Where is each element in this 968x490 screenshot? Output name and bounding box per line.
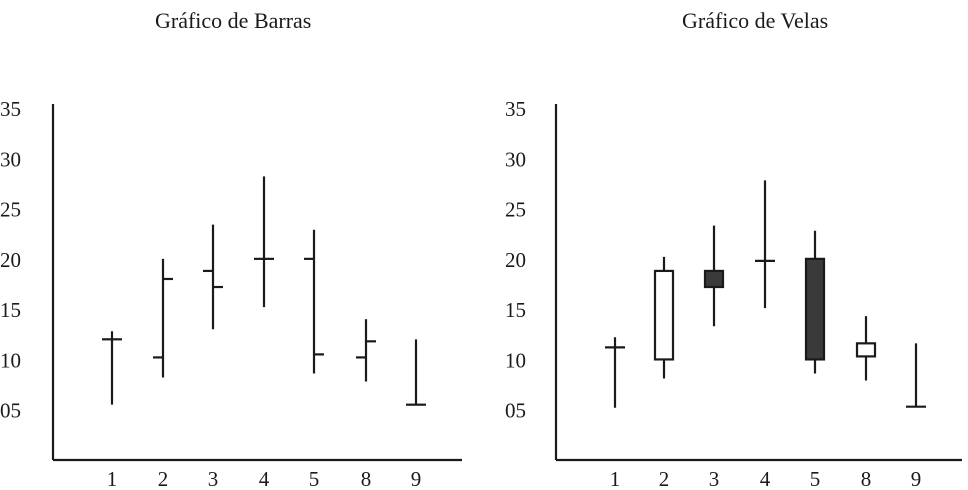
candle-body	[804, 257, 826, 361]
y-tick-label: 05	[0, 399, 21, 423]
candle	[906, 343, 926, 408]
candle-body	[653, 269, 675, 361]
chart-title-bars: Gráfico de Barras	[155, 8, 312, 33]
y-tick-label: 25	[505, 198, 526, 222]
bar-chart: 05 10 15 20 25 30 35 1 2 3 4 5 8 9	[0, 97, 462, 490]
candle-body	[855, 342, 877, 358]
x-tick-label: 1	[107, 467, 118, 490]
y-tick-label: 05	[505, 399, 526, 423]
y-tick-label: 35	[505, 97, 526, 121]
y-tick-label: 15	[505, 298, 526, 322]
ohlc-bar	[254, 176, 274, 308]
y-tick-label: 30	[505, 147, 526, 171]
x-tick-label: 2	[659, 467, 670, 490]
candle	[855, 316, 877, 381]
x-tick-label: 8	[361, 467, 372, 490]
candle-body	[703, 269, 725, 289]
candle	[755, 180, 775, 309]
x-tick-label: 5	[309, 467, 320, 490]
candle	[605, 337, 625, 408]
x-tick-label: 9	[411, 467, 422, 490]
x-tick-label: 4	[259, 467, 270, 490]
ohlc-bar	[153, 258, 173, 378]
y-tick-label: 10	[0, 348, 21, 372]
x-tick-label: 1	[610, 467, 621, 490]
x-tick-label: 9	[911, 467, 922, 490]
y-tick-label: 20	[505, 248, 526, 272]
x-tick-label: 8	[861, 467, 872, 490]
y-tick-label: 10	[505, 348, 526, 372]
x-tick-label: 3	[709, 467, 720, 490]
y-tick-label: 15	[0, 298, 21, 322]
y-tick-label: 20	[0, 248, 21, 272]
x-tick-label: 4	[760, 467, 771, 490]
x-tick-label: 5	[810, 467, 821, 490]
ohlc-bar	[203, 224, 223, 330]
y-tick-label: 25	[0, 198, 21, 222]
ohlc-bar	[102, 331, 122, 405]
candle	[804, 230, 826, 374]
candle	[653, 256, 675, 379]
chart-title-candles: Gráfico de Velas	[682, 8, 829, 33]
ohlc-bar	[406, 339, 426, 406]
x-tick-label: 3	[208, 467, 219, 490]
candle	[703, 225, 725, 327]
ohlc-bar	[304, 229, 324, 374]
candlestick-chart: 05 10 15 20 25 30 35 1 2 3 4 5 8 9	[505, 97, 962, 490]
x-tick-label: 2	[158, 467, 169, 490]
ohlc-bar	[356, 319, 376, 382]
y-tick-label: 30	[0, 147, 21, 171]
y-tick-label: 35	[0, 97, 21, 121]
